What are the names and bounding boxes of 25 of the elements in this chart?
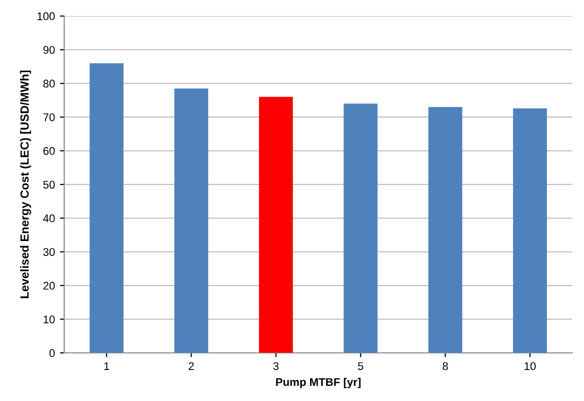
y-tick-label: 40 <box>43 214 55 222</box>
bar <box>174 88 208 353</box>
y-tick-label: 30 <box>43 248 55 256</box>
x-tick-label: 5 <box>358 362 364 370</box>
bar <box>259 96 293 353</box>
y-tick-label: 0 <box>49 349 55 358</box>
x-tick-label: 3 <box>273 362 279 370</box>
x-tick-label: 8 <box>442 362 448 370</box>
bar <box>513 108 547 353</box>
y-tick-label: 50 <box>43 180 55 189</box>
bar <box>344 104 378 353</box>
y-tick-label: 10 <box>44 315 55 324</box>
bar <box>90 63 124 353</box>
y-tick-label: 90 <box>43 46 55 54</box>
bar <box>428 106 462 353</box>
x-tick-label: 1 <box>104 362 110 370</box>
x-tick-label: 10 <box>524 362 536 370</box>
y-tick-label: 80 <box>43 80 55 88</box>
y-tick-label: 20 <box>43 282 55 290</box>
x-tick-label: 2 <box>188 362 194 370</box>
y-tick-label: 100 <box>38 12 55 20</box>
y-tick-label: 70 <box>43 113 55 122</box>
x-axis-title: Pump MTBF [yr] <box>276 378 361 388</box>
y-axis-title: Levelised Energy Cost (LEC) [USD/MWh] <box>20 70 32 298</box>
y-tick-label: 60 <box>43 147 55 155</box>
